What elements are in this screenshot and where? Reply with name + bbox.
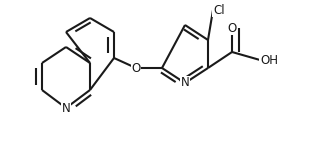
Text: OH: OH [260, 54, 278, 66]
Text: N: N [62, 102, 70, 114]
Text: O: O [227, 21, 237, 34]
Text: N: N [181, 76, 189, 90]
Text: Cl: Cl [213, 3, 225, 16]
Text: O: O [131, 61, 141, 75]
